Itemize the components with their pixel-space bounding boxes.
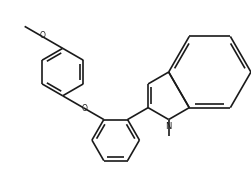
- Text: N: N: [166, 122, 172, 131]
- Text: O: O: [82, 105, 87, 113]
- Text: O: O: [39, 31, 45, 40]
